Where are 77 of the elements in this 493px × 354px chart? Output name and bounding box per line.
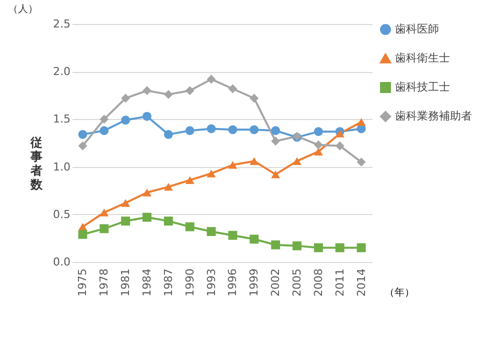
point <box>314 140 323 150</box>
point <box>228 230 238 240</box>
x-tick-label: 1981 <box>119 268 132 296</box>
point <box>250 234 259 244</box>
y-tick-label: 0.5 <box>53 208 70 221</box>
point <box>314 127 323 136</box>
x-tick-label: 1990 <box>183 268 196 296</box>
x-tick-label: 1978 <box>98 268 111 296</box>
point <box>78 230 88 239</box>
legend-label: 歯科業務補助者 <box>395 110 472 122</box>
x-tick-label: 2002 <box>269 268 282 296</box>
point <box>142 212 152 222</box>
x-tick-label: 2014 <box>354 268 368 296</box>
point <box>164 90 173 99</box>
legend-label: 歯科医師 <box>395 22 439 36</box>
point <box>78 141 88 150</box>
point <box>250 157 259 165</box>
point <box>164 182 173 191</box>
point <box>228 161 238 169</box>
point <box>206 227 216 236</box>
point <box>185 86 194 96</box>
y-tick-label: 2.0 <box>53 65 70 78</box>
x-axis-title: （年） <box>384 286 414 298</box>
point <box>292 157 302 165</box>
point <box>271 240 280 250</box>
point <box>142 86 152 96</box>
point <box>121 116 130 125</box>
legend-label: 歯科技工士 <box>395 80 450 94</box>
point <box>185 222 194 232</box>
point <box>335 243 344 252</box>
x-tick-label: 1999 <box>248 268 261 296</box>
point <box>356 118 366 126</box>
y-tick-label: 0.0 <box>53 256 70 268</box>
legend-label: 歯科衛生士 <box>395 52 450 64</box>
point <box>228 125 238 134</box>
point <box>206 74 216 84</box>
point <box>164 216 173 226</box>
point <box>121 216 130 226</box>
x-tick-label: 2005 <box>290 268 304 296</box>
point <box>78 130 88 139</box>
point <box>314 243 323 252</box>
point <box>292 241 302 250</box>
x-tick-label: 1984 <box>140 268 154 296</box>
text: （人） <box>8 4 38 15</box>
point <box>142 112 152 121</box>
point <box>356 158 366 167</box>
point <box>142 188 152 196</box>
y-tick-label: 1.5 <box>53 112 70 126</box>
y-axis-title: 従事者数 <box>30 136 44 192</box>
point <box>121 199 130 207</box>
point <box>206 124 216 134</box>
point <box>271 136 280 146</box>
point <box>100 126 109 136</box>
point <box>121 94 130 103</box>
x-tick-label: 1975 <box>76 268 90 296</box>
point <box>185 126 194 136</box>
point <box>185 176 194 184</box>
point <box>271 126 280 136</box>
x-tick-label: 1993 <box>204 268 218 296</box>
point <box>250 94 259 103</box>
point <box>356 243 366 252</box>
x-tick-label: 2008 <box>312 268 325 296</box>
point <box>206 170 216 178</box>
point <box>250 125 259 134</box>
y-tick-label: 2.5 <box>53 18 70 30</box>
point <box>228 84 238 94</box>
x-tick-label: 2011 <box>333 268 346 296</box>
point <box>271 170 280 178</box>
point <box>100 224 109 234</box>
point <box>314 148 323 156</box>
point <box>164 130 173 139</box>
y-tick-label: 1.0 <box>53 160 70 174</box>
point <box>100 114 109 124</box>
point <box>100 208 109 216</box>
x-tick-label: 1987 <box>162 268 175 296</box>
x-tick-label: 1996 <box>226 268 240 296</box>
point <box>335 141 344 150</box>
